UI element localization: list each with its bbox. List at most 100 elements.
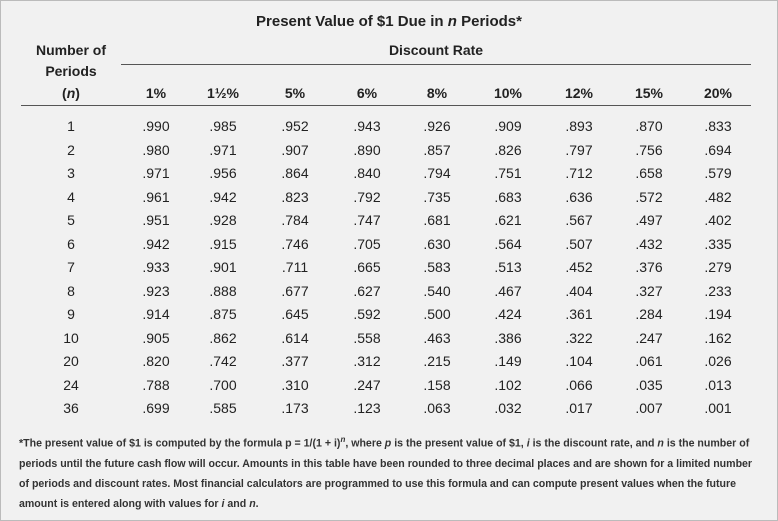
value-cell: .756 bbox=[635, 141, 663, 158]
period-cell: 20 bbox=[63, 353, 79, 369]
title-text: Periods* bbox=[456, 13, 522, 30]
period-cell: 6 bbox=[67, 235, 75, 252]
value-cell: .572 bbox=[635, 188, 663, 205]
value-cell: .482 bbox=[704, 188, 732, 205]
value-cell: .579 bbox=[704, 165, 732, 181]
footnote-text: i bbox=[221, 497, 225, 510]
title-text: Present Value of $1 Due in bbox=[256, 13, 448, 30]
value-cell: .149 bbox=[494, 353, 522, 369]
period-cell: 10 bbox=[63, 329, 79, 346]
value-cell: .875 bbox=[209, 306, 237, 322]
value-cell: .402 bbox=[704, 212, 732, 228]
row-label-text: ) bbox=[75, 85, 80, 101]
footnote-text: n bbox=[340, 435, 346, 444]
value-cell: .386 bbox=[494, 329, 522, 346]
value-cell: .890 bbox=[353, 141, 381, 158]
period-cell: 36 bbox=[63, 400, 79, 416]
value-cell: .915 bbox=[209, 235, 237, 252]
value-cell: .681 bbox=[423, 212, 451, 228]
value-cell: .173 bbox=[281, 400, 309, 416]
footnote-text: i bbox=[526, 437, 530, 450]
value-cell: .247 bbox=[635, 329, 663, 346]
value-cell: .943 bbox=[353, 118, 381, 134]
value-cell: .747 bbox=[353, 212, 381, 228]
column-header: 8% bbox=[426, 85, 448, 101]
period-cell: 4 bbox=[67, 188, 75, 205]
value-cell: .909 bbox=[494, 118, 522, 134]
value-cell: .677 bbox=[281, 282, 309, 299]
value-cell: .788 bbox=[142, 376, 170, 393]
footnote-text: n bbox=[249, 497, 256, 510]
footnote-text: is the discount rate, and bbox=[529, 437, 658, 450]
value-cell: .893 bbox=[565, 118, 593, 134]
value-cell: .066 bbox=[565, 376, 593, 393]
value-cell: .500 bbox=[423, 306, 451, 322]
value-cell: .424 bbox=[494, 306, 522, 322]
value-cell: .558 bbox=[353, 329, 381, 346]
value-cell: .158 bbox=[423, 376, 451, 393]
value-cell: .683 bbox=[494, 188, 522, 205]
row-label: (n) bbox=[21, 85, 121, 101]
value-cell: .583 bbox=[423, 259, 451, 275]
value-cell: .952 bbox=[281, 118, 309, 134]
column-header: 5% bbox=[284, 85, 306, 101]
value-cell: .017 bbox=[565, 400, 593, 416]
value-cell: .794 bbox=[423, 165, 451, 181]
value-cell: .926 bbox=[423, 118, 451, 134]
rule bbox=[121, 64, 751, 65]
value-cell: .507 bbox=[565, 235, 593, 252]
value-cell: .971 bbox=[142, 165, 170, 181]
period-cell: 8 bbox=[67, 282, 75, 299]
value-cell: .951 bbox=[142, 212, 170, 228]
value-cell: .284 bbox=[635, 306, 663, 322]
value-cell: .985 bbox=[209, 118, 237, 134]
row-label-text: n bbox=[66, 85, 76, 101]
value-cell: .233 bbox=[704, 282, 732, 299]
value-cell: .923 bbox=[142, 282, 170, 299]
value-cell: .914 bbox=[142, 306, 170, 322]
footnote-text: *The present value of $1 is computed by … bbox=[19, 437, 341, 450]
value-cell: .376 bbox=[635, 259, 663, 275]
value-cell: .310 bbox=[281, 376, 309, 393]
value-cell: .961 bbox=[142, 188, 170, 205]
value-cell: .699 bbox=[142, 400, 170, 416]
column-header: 1% bbox=[145, 85, 167, 101]
value-cell: .933 bbox=[142, 259, 170, 275]
column-header: 20% bbox=[703, 85, 733, 101]
value-cell: .956 bbox=[209, 165, 237, 181]
value-cell: .377 bbox=[281, 353, 309, 369]
rule bbox=[21, 105, 751, 106]
value-cell: .833 bbox=[704, 118, 732, 134]
value-cell: .792 bbox=[353, 188, 381, 205]
value-cell: .452 bbox=[565, 259, 593, 275]
value-cell: .007 bbox=[635, 400, 663, 416]
row-label: Periods bbox=[45, 63, 97, 79]
value-cell: .614 bbox=[281, 329, 309, 346]
value-cell: .564 bbox=[494, 235, 522, 252]
value-cell: .327 bbox=[635, 282, 663, 299]
value-cell: .035 bbox=[635, 376, 663, 393]
value-cell: .942 bbox=[142, 235, 170, 252]
title-text: n bbox=[447, 13, 457, 30]
value-cell: .826 bbox=[494, 141, 522, 158]
column-header: 6% bbox=[356, 85, 378, 101]
value-cell: .711 bbox=[281, 259, 309, 275]
period-cell: 2 bbox=[67, 141, 75, 158]
value-cell: .630 bbox=[423, 235, 451, 252]
value-cell: .888 bbox=[209, 282, 237, 299]
value-cell: .990 bbox=[142, 118, 170, 134]
value-cell: .404 bbox=[565, 282, 593, 299]
value-cell: .751 bbox=[494, 165, 522, 181]
value-cell: .247 bbox=[353, 376, 381, 393]
footnote-text: n bbox=[340, 435, 345, 444]
value-cell: .712 bbox=[565, 165, 593, 181]
column-header: 15% bbox=[634, 85, 664, 101]
footnote-text: , where bbox=[345, 437, 385, 450]
period-cell: 1 bbox=[67, 118, 75, 134]
value-cell: .467 bbox=[494, 282, 522, 299]
value-cell: .335 bbox=[704, 235, 732, 252]
column-header: 1½% bbox=[207, 85, 239, 101]
value-cell: .784 bbox=[281, 212, 309, 228]
footnote-text: . bbox=[255, 497, 259, 510]
value-cell: .123 bbox=[353, 400, 381, 416]
